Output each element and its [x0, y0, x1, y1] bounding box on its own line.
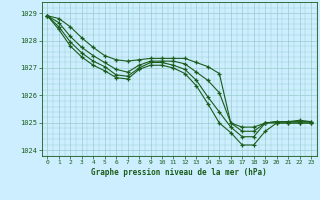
X-axis label: Graphe pression niveau de la mer (hPa): Graphe pression niveau de la mer (hPa)	[91, 168, 267, 177]
